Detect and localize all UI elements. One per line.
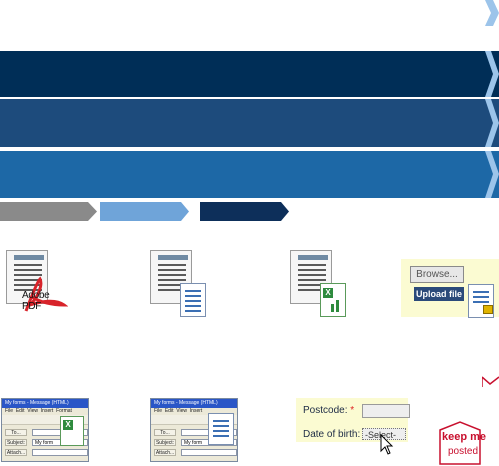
- chevron-right-icon: [485, 51, 499, 97]
- attach-button[interactable]: Attach...: [154, 449, 176, 456]
- toolbar: [2, 415, 88, 425]
- to-button[interactable]: To...: [5, 429, 27, 436]
- excel-document-icon: X: [320, 283, 346, 317]
- keep-me-posted-icon[interactable]: [436, 420, 484, 466]
- word-document-icon: [208, 413, 234, 445]
- nav-bar-top[interactable]: [0, 0, 499, 26]
- step-arrow-2[interactable]: [100, 202, 190, 221]
- attach-field[interactable]: [32, 449, 88, 456]
- pdf-logo: Adobe PDF: [22, 290, 50, 312]
- nav-bar-mid[interactable]: [0, 99, 499, 147]
- attach-button[interactable]: Attach...: [5, 449, 27, 456]
- chevron-right-icon: [485, 0, 499, 26]
- document-icon: [6, 250, 48, 304]
- step-arrow-1[interactable]: [0, 202, 98, 221]
- dob-label: Date of birth: *: [303, 429, 367, 440]
- subject-label: Subject:: [154, 439, 176, 446]
- pdf-document-icon: [24, 276, 68, 312]
- menu-bar: File Edit View Insert: [154, 408, 203, 414]
- keep-me-text: keep me: [442, 431, 487, 443]
- postcode-input[interactable]: [362, 404, 410, 418]
- lock-document-icon: [468, 284, 494, 318]
- attach-field[interactable]: [181, 449, 237, 456]
- toolbar: [151, 415, 237, 425]
- nav-bar-light[interactable]: [0, 151, 499, 198]
- chevron-right-icon: [485, 99, 499, 147]
- menu-bar: File Edit View Insert Format: [5, 408, 72, 414]
- word-document-icon: [180, 283, 206, 317]
- postcode-label: Postcode: *: [303, 405, 355, 416]
- step-arrow-3[interactable]: [200, 202, 290, 221]
- nav-bar-navy[interactable]: [0, 51, 499, 97]
- window-title: My forms - Message (HTML): [2, 399, 88, 408]
- envelope-corner-icon: [482, 376, 499, 387]
- window-title: My forms - Message (HTML): [151, 399, 237, 408]
- upload-file-button[interactable]: Upload file: [414, 287, 464, 301]
- posted-text: posted: [448, 446, 479, 457]
- chevron-right-icon: [485, 151, 499, 198]
- browse-button[interactable]: Browse...: [410, 266, 464, 283]
- cursor-icon: [380, 434, 394, 455]
- subject-label: Subject:: [5, 439, 27, 446]
- excel-document-icon: X: [60, 416, 84, 446]
- to-button[interactable]: To...: [154, 429, 176, 436]
